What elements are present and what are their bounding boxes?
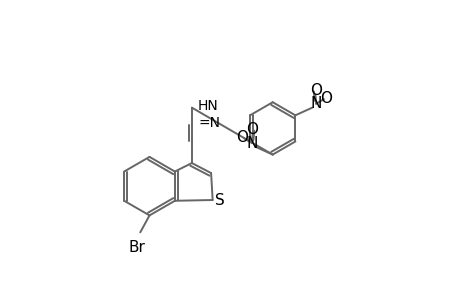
Text: =N: =N xyxy=(197,116,219,130)
Text: O: O xyxy=(235,130,247,145)
Text: N: N xyxy=(310,96,321,111)
Text: HN: HN xyxy=(197,99,218,113)
Text: S: S xyxy=(215,193,225,208)
Text: O: O xyxy=(246,122,257,137)
Text: O: O xyxy=(309,83,321,98)
Text: Br: Br xyxy=(129,240,146,255)
Text: N: N xyxy=(246,136,257,151)
Text: O: O xyxy=(319,91,331,106)
